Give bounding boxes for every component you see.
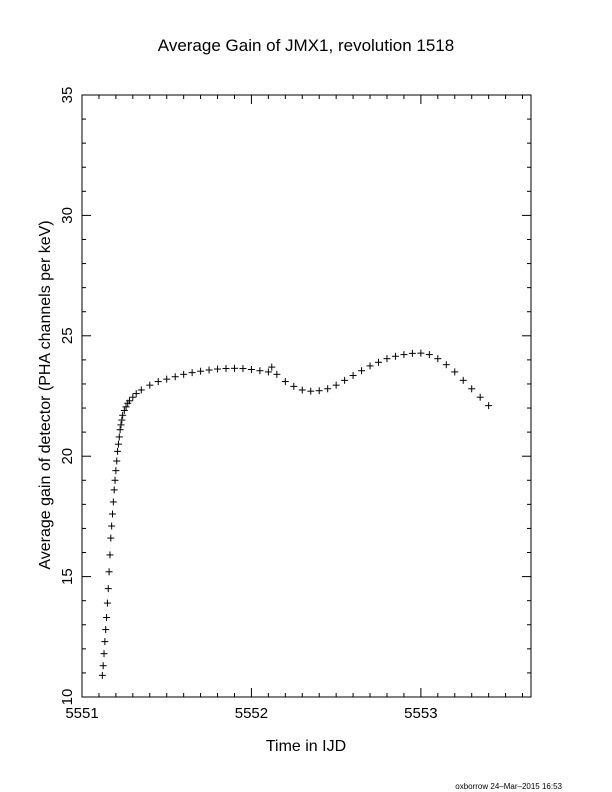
- data-point: [100, 650, 108, 658]
- x-tick-label: 5553: [404, 705, 437, 722]
- data-point: [290, 382, 298, 390]
- data-point: [408, 349, 416, 357]
- data-point: [108, 522, 116, 530]
- data-point: [119, 411, 127, 419]
- data-point: [256, 367, 264, 375]
- plot-frame: [81, 94, 532, 698]
- data-point: [146, 381, 154, 389]
- data-point: [98, 671, 106, 679]
- data-point: [307, 387, 315, 395]
- data-point: [113, 457, 121, 465]
- data-point: [120, 406, 128, 414]
- data-point: [230, 364, 238, 372]
- data-point: [400, 351, 408, 359]
- data-point: [104, 585, 112, 593]
- data-point: [222, 365, 230, 373]
- data-point: [315, 387, 323, 395]
- axis-ticks: [81, 94, 531, 698]
- data-point: [197, 367, 205, 375]
- data-point: [417, 349, 425, 357]
- data-point: [117, 421, 125, 429]
- data-point: [101, 638, 109, 646]
- data-point: [163, 375, 171, 383]
- x-axis-label: Time in IJD: [265, 738, 347, 755]
- data-point: [366, 362, 374, 370]
- data-point: [349, 372, 357, 380]
- data-point: [375, 358, 383, 366]
- axis-tick-labels: 5551 5552 5553 10 15 20 25 30 35: [59, 87, 438, 722]
- y-tick-label: 25: [59, 327, 76, 344]
- data-point: [247, 366, 255, 374]
- data-point: [116, 426, 124, 434]
- data-point: [383, 355, 391, 363]
- data-point: [105, 568, 113, 576]
- y-tick-label: 30: [59, 207, 76, 224]
- footer-credit: oxborrow 24–Mar–2015 16:53: [455, 782, 562, 791]
- data-point: [129, 393, 137, 401]
- data-point: [391, 352, 399, 360]
- data-points: [98, 349, 493, 679]
- data-point: [122, 403, 130, 411]
- data-point: [107, 534, 115, 542]
- data-point: [112, 467, 120, 475]
- data-point: [114, 440, 122, 448]
- data-point: [281, 378, 289, 386]
- data-point: [102, 626, 110, 634]
- data-point: [485, 402, 493, 410]
- data-point: [332, 381, 340, 389]
- data-point: [358, 367, 366, 375]
- x-tick-label: 5551: [65, 705, 98, 722]
- data-point: [459, 376, 467, 384]
- data-point: [111, 476, 119, 484]
- data-point: [171, 373, 179, 381]
- data-point: [118, 416, 126, 424]
- data-point: [268, 363, 276, 371]
- y-tick-label: 35: [59, 87, 76, 104]
- x-tick-label: 5552: [235, 705, 268, 722]
- data-point: [205, 366, 213, 374]
- data-point: [468, 385, 476, 393]
- data-point: [239, 365, 247, 373]
- y-tick-label: 20: [59, 448, 76, 465]
- data-point: [108, 510, 116, 518]
- data-point: [434, 355, 442, 363]
- data-point: [324, 385, 332, 393]
- data-point: [114, 447, 122, 455]
- data-point: [109, 498, 117, 506]
- data-point: [106, 551, 114, 559]
- data-point: [451, 368, 459, 376]
- data-point: [110, 486, 118, 494]
- data-point: [180, 370, 188, 378]
- data-point: [137, 386, 145, 394]
- data-point: [99, 662, 107, 670]
- data-point: [425, 351, 433, 359]
- data-point: [103, 614, 111, 622]
- data-point: [125, 397, 133, 405]
- data-point: [264, 368, 272, 376]
- data-point: [442, 361, 450, 369]
- data-point: [188, 369, 196, 377]
- data-point: [476, 393, 484, 401]
- data-point: [341, 376, 349, 384]
- y-tick-label: 10: [59, 689, 76, 706]
- data-point: [154, 378, 162, 386]
- chart-title: Average Gain of JMX1, revolution 1518: [157, 36, 455, 55]
- data-point: [132, 390, 140, 398]
- data-point: [214, 365, 222, 373]
- y-tick-label: 15: [59, 568, 76, 585]
- data-point: [115, 433, 123, 441]
- data-point: [298, 386, 306, 394]
- data-point: [103, 599, 111, 607]
- data-point: [273, 370, 281, 378]
